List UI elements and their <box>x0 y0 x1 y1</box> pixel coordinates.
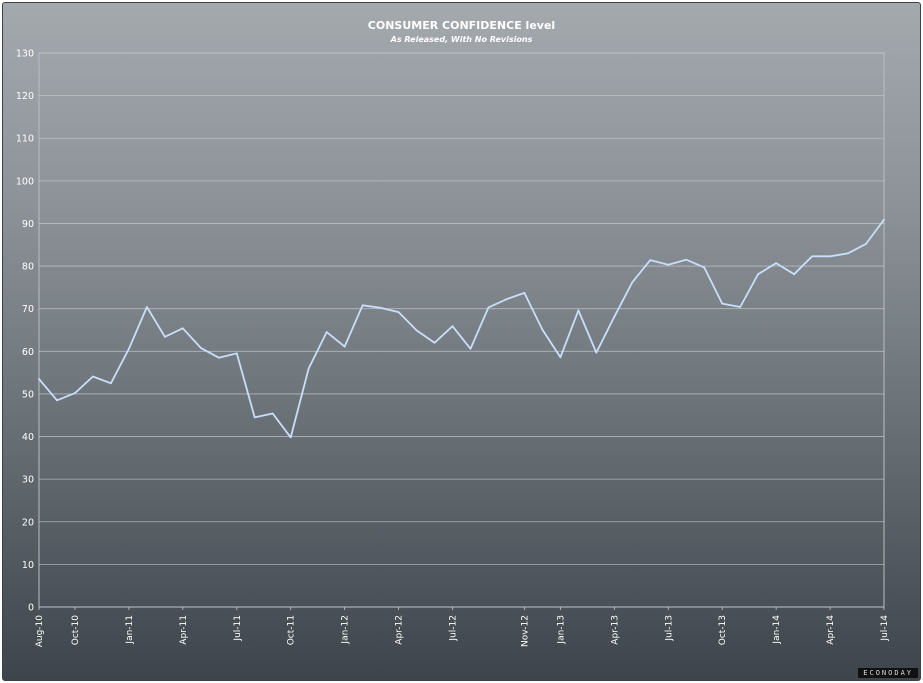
data-point <box>829 255 831 258</box>
data-point <box>289 436 292 439</box>
x-tick-label: Apr-12 <box>395 615 405 645</box>
y-tick-label: 20 <box>22 517 34 528</box>
x-tick-label: Oct-11 <box>287 615 297 645</box>
x-tick-label: Jan-13 <box>556 615 566 645</box>
data-point <box>235 352 238 355</box>
data-point <box>127 347 130 350</box>
data-point <box>793 273 796 276</box>
data-point <box>613 315 616 318</box>
x-tick-label: Oct-10 <box>71 615 81 646</box>
x-tick-label: Apr-13 <box>610 615 620 645</box>
data-point <box>847 252 849 255</box>
x-tick-label: Oct-13 <box>718 615 728 645</box>
data-point <box>307 367 310 370</box>
x-tick-label: Apr-14 <box>826 615 836 645</box>
data-point <box>541 328 544 331</box>
x-tick-label: Jan-14 <box>772 615 782 645</box>
data-point <box>74 392 76 394</box>
data-point <box>110 382 112 385</box>
line-chart: 0 10 20 30 40 50 60 70 80 90 100 110 120 130 Aug-10 Oct… <box>16 49 890 648</box>
y-tick-label: 60 <box>22 347 34 358</box>
data-point <box>415 329 418 332</box>
x-tick-label: Jul-14 <box>880 615 890 642</box>
data-point <box>757 273 760 276</box>
data-point <box>163 335 166 338</box>
series-line <box>38 219 885 439</box>
data-point <box>199 346 202 349</box>
data-point <box>631 281 634 284</box>
data-point <box>451 325 454 328</box>
econoday-watermark: ECONODAY <box>858 668 918 678</box>
y-tick-label: 110 <box>16 134 34 145</box>
chart-subtitle: As Released, With No Revisions <box>390 35 533 44</box>
plot-border <box>38 52 885 608</box>
y-tick-label: 0 <box>28 603 34 614</box>
data-point <box>145 306 148 308</box>
y-tick-label: 10 <box>22 560 34 571</box>
data-point <box>469 347 472 350</box>
data-point <box>775 262 778 264</box>
data-point <box>361 304 364 307</box>
data-point <box>703 266 706 269</box>
data-point <box>397 311 400 314</box>
data-point <box>56 399 58 402</box>
data-point <box>667 263 670 266</box>
data-point <box>343 345 346 348</box>
y-tick-label: 90 <box>22 219 34 230</box>
y-tick-label: 100 <box>16 176 34 187</box>
data-point <box>559 356 562 359</box>
data-point <box>433 341 436 344</box>
y-tick-label: 80 <box>22 262 34 273</box>
data-point <box>883 218 885 221</box>
data-point <box>92 375 94 378</box>
y-tick-label: 40 <box>22 432 34 443</box>
y-tick-label: 70 <box>22 304 34 315</box>
chart-title: CONSUMER CONFIDENCE level <box>367 19 556 32</box>
data-point <box>595 351 598 354</box>
x-tick-label: Jul-12 <box>449 615 459 642</box>
data-point <box>271 412 274 415</box>
data-point <box>379 306 382 309</box>
data-point <box>685 258 688 261</box>
x-tick-label: Apr-11 <box>179 615 189 645</box>
y-tick-label: 50 <box>22 389 34 400</box>
data-point <box>325 331 328 334</box>
data-point <box>487 306 490 309</box>
x-tick-label: Jan-11 <box>125 615 135 645</box>
x-tick-label: Jul-11 <box>233 615 243 642</box>
x-tick-label: Jan-12 <box>341 615 351 645</box>
data-point <box>811 255 813 258</box>
y-tick-label: 130 <box>16 49 34 60</box>
y-tick-label: 120 <box>16 91 34 102</box>
data-point <box>38 378 40 380</box>
data-point <box>523 292 526 294</box>
x-tick-label: Jul-13 <box>664 615 674 642</box>
x-tick-label: Aug-10 <box>35 615 45 648</box>
data-point <box>181 327 184 330</box>
y-tick-label: 30 <box>22 475 34 486</box>
data-point <box>649 259 652 262</box>
data-point <box>217 356 220 359</box>
data-point <box>721 302 724 305</box>
data-point <box>739 306 742 308</box>
data-point <box>253 416 256 419</box>
data-point <box>577 309 580 312</box>
data-point <box>505 298 508 301</box>
x-tick-label: Nov-12 <box>520 615 530 647</box>
data-point <box>865 243 867 245</box>
